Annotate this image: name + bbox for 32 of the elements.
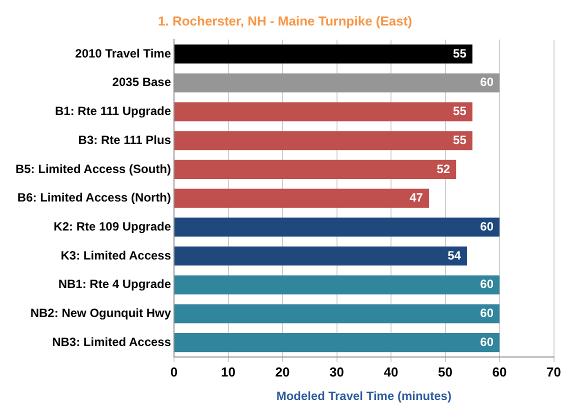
y-tick-label: 2010 Travel Time	[75, 46, 172, 60]
data-label: 55	[453, 104, 467, 118]
y-tick-label: NB2: New Ogunquit Hwy	[30, 306, 172, 320]
y-tick-label: 2035 Base	[112, 75, 172, 90]
y-tick-label: B5: Limited Access (South)	[15, 162, 172, 176]
x-tick-label: 40	[384, 364, 398, 380]
data-label: 60	[480, 306, 494, 320]
data-label: 47	[410, 190, 424, 205]
x-tick-label: 30	[330, 364, 344, 380]
y-tick-label: K3: Limited Access	[60, 248, 172, 262]
y-tick-label: B6: Limited Access (North)	[17, 190, 172, 205]
data-label: 60	[480, 219, 494, 234]
y-tick-label: K2: Rte 109 Upgrade	[54, 219, 172, 234]
x-tick-label: 20	[275, 364, 290, 380]
x-tick-label: 10	[221, 364, 236, 380]
data-label: 55	[453, 132, 467, 147]
data-label: 54	[448, 248, 462, 262]
y-tick-label: NB1: Rte 4 Upgrade	[58, 277, 172, 292]
data-label: 52	[436, 162, 450, 176]
data-label: 60	[480, 75, 494, 90]
y-tick-label: B1: Rte 111 Upgrade	[54, 104, 172, 118]
y-tick-label: B3: Rte 111 Plus	[78, 132, 172, 147]
data-label: 60	[480, 334, 494, 349]
x-tick-label: 50	[438, 364, 453, 380]
x-axis-title: Modeled Travel Time (minutes)	[276, 389, 452, 404]
data-label: 60	[480, 277, 494, 292]
data-label: 55	[453, 46, 467, 60]
x-tick-label: 0	[170, 364, 178, 380]
x-tick-label: 70	[546, 364, 562, 380]
y-tick-label: NB3: Limited Access	[52, 334, 172, 349]
x-tick-label: 60	[492, 364, 507, 380]
chart-title: 1. Rocherster, NH - Maine Turnpike (East)	[158, 13, 412, 28]
